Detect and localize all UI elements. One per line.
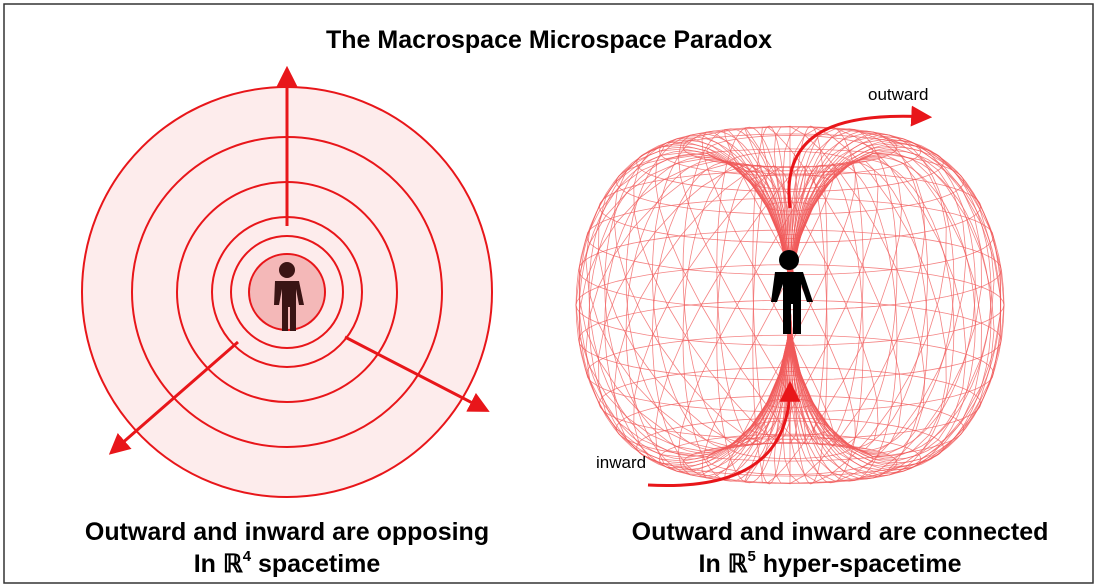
mesh-line: [578, 299, 1002, 381]
superscript: 5: [747, 548, 755, 565]
caption-text: In ℝ: [699, 550, 749, 578]
inward-label: inward: [596, 453, 646, 472]
right-caption-1: Outward and inward are connected: [632, 518, 1049, 546]
person-right: [771, 250, 813, 334]
outward-label: outward: [868, 85, 928, 104]
right-arrows: [647, 105, 933, 488]
superscript: 4: [243, 548, 252, 565]
right-caption-2: In ℝ5 hyper-spacetime: [699, 548, 962, 578]
mesh-line: [578, 229, 1002, 311]
caption-text: hyper-spacetime: [756, 550, 962, 578]
left-arrows: [108, 65, 490, 455]
caption-text: spacetime: [251, 550, 380, 578]
left-caption-1: Outward and inward are opposing: [85, 518, 489, 546]
title: The Macrospace Microspace Paradox: [326, 26, 772, 54]
person-left: [274, 262, 304, 331]
caption-text: In ℝ: [194, 550, 244, 578]
left-caption-2: In ℝ4 spacetime: [194, 548, 381, 578]
